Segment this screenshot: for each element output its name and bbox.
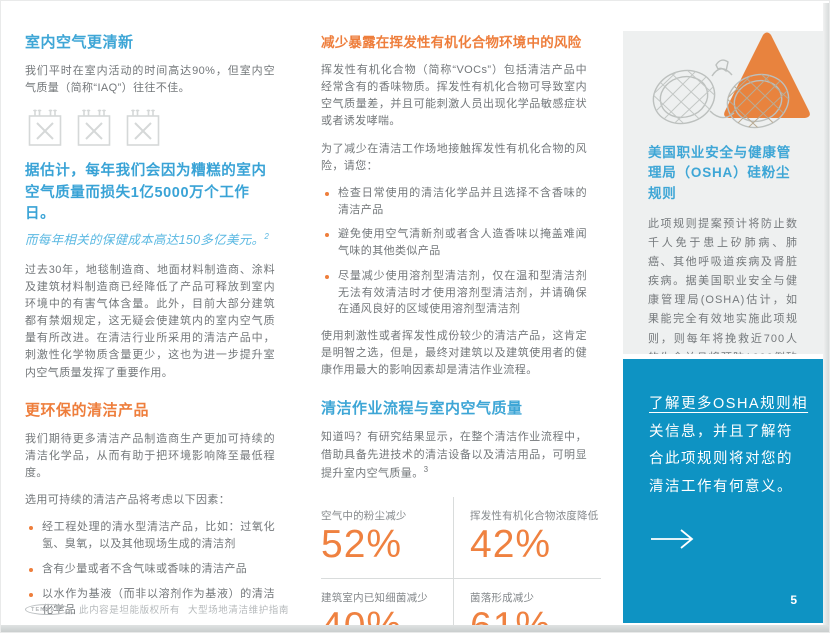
stat-label: 挥发性有机化合物浓度降低 [470, 509, 599, 522]
history-paragraph: 过去30年，地毯制造商、地面材料制造商、涂料及建筑材料制造商已经降低了产品可释放… [25, 263, 275, 379]
copyright-text: 此内容是坦能版权所有 [78, 605, 180, 616]
voc-reduction-list: 检查日常使用的清洁化学品并且选择不含香味的清洁产品 避免使用空气清新剂或者含人造… [321, 185, 587, 318]
page-bottom-edge [1, 625, 829, 632]
intro-paragraph: 我们平时在室内活动的时间高达90%，但室内空气质量（简称“IAQ”）往往不佳。 [25, 65, 275, 95]
tennant-logo: TENNANT [25, 603, 71, 615]
right-sidebar: 美国职业安全与健康管理局（OSHA）硅粉尘规则 此项规则提案预计将防止数千人免于… [623, 31, 823, 623]
silica-dust-respirator-icon [636, 31, 810, 137]
list-item: 尽量减少使用溶剂型清洁剂，仅在温和型清洁剂无法有效清洁时才使用溶剂型清洁剂，并请… [321, 268, 587, 318]
section-heading-voc-risk: 减少暴露在挥发性有机化合物环境中的风险 [321, 35, 582, 50]
middle-column: 减少暴露在挥发性有机化合物环境中的风险 挥发性有机化合物（简称“VOCs”）包括… [321, 31, 601, 632]
conclusion-paragraph: 使用刺激性或者挥发性成份较少的清洁产品，这肯定是明智之选，但是，最终对建筑以及建… [321, 329, 587, 377]
cta-text-line: 合此项规则将对您的 [649, 451, 793, 468]
left-column: 室内空气更清新 我们平时在室内活动的时间高达90%，但室内空气质量（简称“IAQ… [25, 31, 275, 632]
lost-workdays-statement: 据估计，每年我们会因为糟糕的室内空气质量而损失1亿5000万个工作日。 [25, 163, 267, 223]
list-item: 经工程处理的清水型清洁产品，比如：过氧化氢、臭氧，以及其他现场生成的清洁剂 [25, 519, 275, 552]
list-item: 含有少量或者不含气味或香味的清洁产品 [25, 561, 275, 578]
osha-learn-more-link[interactable]: 了解更多OSHA规则相 [649, 396, 809, 412]
filter-lattice [646, 62, 722, 132]
healthcare-cost-statement: 而每年相关的保健成本高达150多亿美元。2 [25, 229, 275, 248]
calendar-x-icon [77, 109, 111, 147]
filter-lattice [720, 66, 796, 136]
list-item: 检查日常使用的清洁化学品并且选择不含香味的清洁产品 [321, 185, 587, 218]
calendar-x-icon [28, 109, 62, 147]
section-heading-fresh-air: 室内空气更清新 [25, 34, 134, 51]
voc-paragraph: 挥发性有机化合物（简称“VOCs”）包括清洁产品中经常含有的香味物质。挥发性有机… [321, 64, 587, 128]
stat-airborne-dust: 空气中的粉尘减少 52% [321, 496, 454, 579]
osha-heading: 美国职业安全与健康管理局（OSHA）硅粉尘规则 [648, 145, 791, 201]
stat-label: 空气中的粉尘减少 [321, 509, 407, 522]
study-paragraph: 知道吗？有研究结果显示，在整个清洁作业流程中，借助具备先进技术的清洁设备以及清洁… [321, 429, 587, 482]
stat-value: 52% [321, 522, 403, 566]
list-intro: 选用可持续的清洁产品将考虑以下因素： [25, 494, 231, 507]
stat-label: 建筑室内已知细菌减少 [321, 591, 428, 604]
footnote-2: 2 [264, 231, 270, 241]
sustainable-paragraph: 我们期待更多清洁产品制造商生产更加可持续的清洁化学品，从而有助于把环境影响降至最… [25, 432, 275, 480]
section-heading-greener-products: 更环保的清洁产品 [25, 401, 150, 419]
reduce-paragraph: 为了减少在清洁工作场地接触挥发性有机化合物的风险，请您： [321, 142, 587, 172]
osha-cta-box: 了解更多OSHA规则相 关信息，并且了解符 合此项规则将对您的 清洁工作有何意义… [623, 359, 823, 623]
healthcare-cost-text: 而每年相关的保健成本高达150多亿美元。 [25, 232, 265, 247]
stat-value: 42% [470, 522, 552, 566]
stat-label: 菌落形成减少 [470, 591, 535, 604]
list-item: 避免使用空气清新剂或者含人造香味以掩盖难闻气味的其他类似产品 [321, 226, 587, 259]
guide-title-text: 大型场地清洁维护指南 [188, 605, 290, 616]
page-footer: TENNANT 此内容是坦能版权所有 大型场地清洁维护指南 [25, 602, 289, 616]
stat-voc-concentration: 挥发性有机化合物浓度降低 42% [454, 497, 601, 579]
arrow-right-icon[interactable] [649, 527, 695, 556]
study-text: 知道吗？有研究结果显示，在整个清洁作业流程中，借助具备先进技术的清洁设备以及清洁… [321, 431, 587, 480]
cta-text-line: 清洁工作有何意义。 [649, 478, 793, 495]
footnote-3: 3 [423, 464, 429, 474]
calendar-x-icon [126, 109, 160, 147]
osha-panel: 美国职业安全与健康管理局（OSHA）硅粉尘规则 此项规则提案预计将防止数千人免于… [623, 31, 823, 354]
section-heading-cleaning-process: 清洁作业流程与室内空气质量 [321, 400, 523, 418]
cta-text-line: 关信息，并且了解符 [649, 423, 793, 440]
osha-body: 此项规则提案预计将防止数千人免于患上矽肺病、肺癌、其他呼吸道疾病及肾脏疾病。据美… [648, 217, 798, 354]
stats-grid: 空气中的粉尘减少 52% 挥发性有机化合物浓度降低 42% 建筑室内已知细菌减少… [321, 496, 601, 632]
lost-workdays-calendars [25, 107, 275, 149]
page-right-edge [823, 3, 829, 625]
page-number: 5 [790, 593, 797, 607]
